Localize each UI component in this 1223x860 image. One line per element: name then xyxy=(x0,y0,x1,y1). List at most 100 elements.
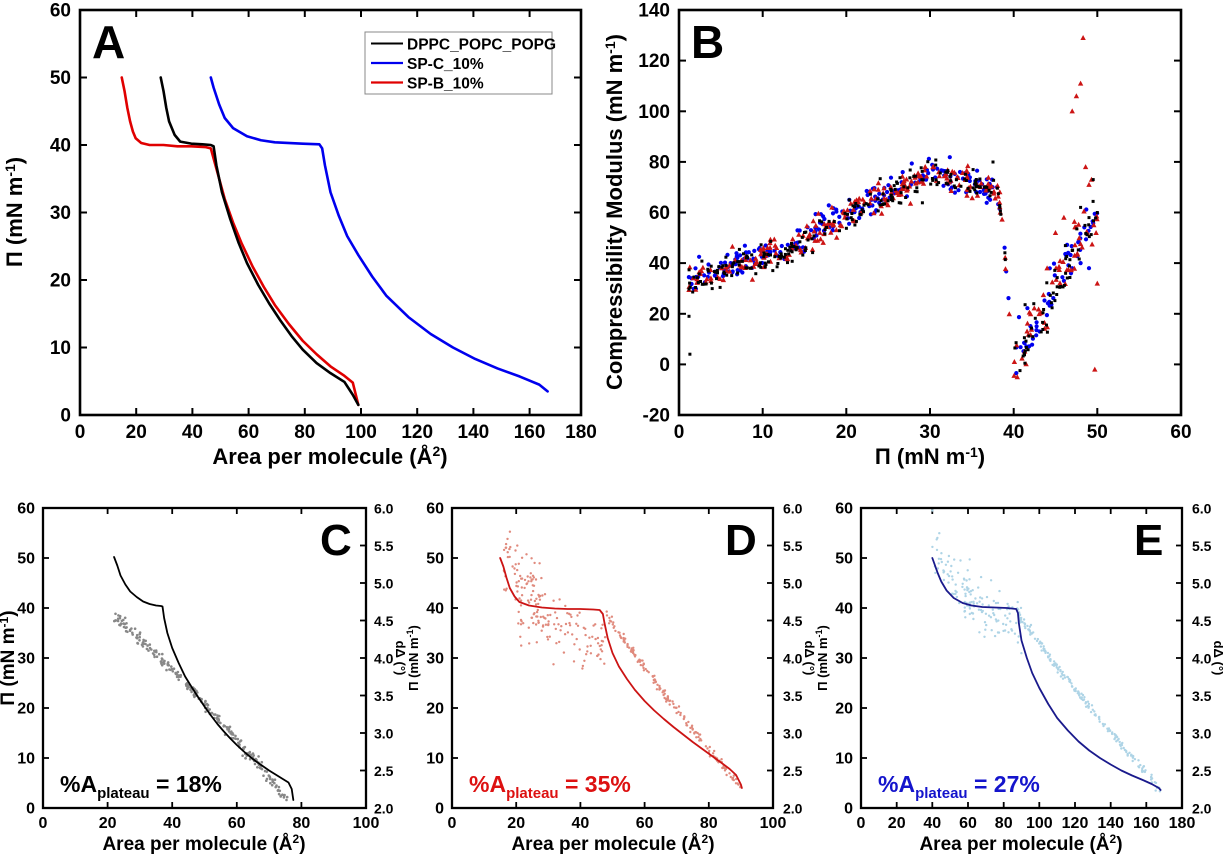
svg-text:20: 20 xyxy=(649,304,670,325)
svg-text:0: 0 xyxy=(39,815,48,832)
svg-text:60: 60 xyxy=(649,203,670,224)
svg-text:20: 20 xyxy=(126,422,147,443)
svg-text:120: 120 xyxy=(401,422,433,443)
svg-text:Area per molecule (Å2): Area per molecule (Å2) xyxy=(511,832,714,855)
svg-text:0: 0 xyxy=(857,815,866,832)
svg-text:100: 100 xyxy=(345,422,377,443)
svg-text:C: C xyxy=(320,516,352,565)
svg-text:20: 20 xyxy=(17,701,35,718)
svg-text:0: 0 xyxy=(60,406,71,427)
svg-text:20: 20 xyxy=(836,422,857,443)
svg-text:160: 160 xyxy=(514,422,546,443)
svg-text:40: 40 xyxy=(923,815,941,832)
svg-text:80: 80 xyxy=(700,815,718,832)
svg-text:50: 50 xyxy=(426,551,444,568)
svg-text:20: 20 xyxy=(50,271,71,292)
svg-text:40: 40 xyxy=(426,601,444,618)
svg-text:Π (mN m-1): Π (mN m-1) xyxy=(814,625,830,691)
svg-text:2.0: 2.0 xyxy=(1192,801,1212,817)
svg-text:Π (mN m-1): Π (mN m-1) xyxy=(0,610,19,705)
svg-text:40: 40 xyxy=(835,601,853,618)
svg-text:Π (mN m-1): Π (mN m-1) xyxy=(875,444,985,469)
svg-text:20: 20 xyxy=(888,815,906,832)
svg-text:5.5: 5.5 xyxy=(374,538,394,554)
svg-text:30: 30 xyxy=(17,651,35,668)
svg-text:Π (mN m-1): Π (mN m-1) xyxy=(405,625,421,691)
svg-text:2.5: 2.5 xyxy=(783,763,803,779)
svg-text:60: 60 xyxy=(50,1,71,22)
svg-text:10: 10 xyxy=(835,751,853,768)
svg-text:60: 60 xyxy=(238,422,259,443)
svg-text:80: 80 xyxy=(294,422,315,443)
svg-text:50: 50 xyxy=(1087,422,1108,443)
svg-text:40: 40 xyxy=(163,815,181,832)
svg-text:60: 60 xyxy=(1170,422,1191,443)
svg-text:180: 180 xyxy=(1169,815,1196,832)
svg-text:3.5: 3.5 xyxy=(374,688,394,704)
svg-text:20: 20 xyxy=(99,815,117,832)
svg-text:0: 0 xyxy=(844,801,853,818)
svg-text:DPPC_POPC_POPG: DPPC_POPC_POPG xyxy=(407,37,556,54)
svg-text:10: 10 xyxy=(50,338,71,359)
svg-text:3.5: 3.5 xyxy=(1192,688,1212,704)
svg-text:0: 0 xyxy=(26,801,35,818)
svg-text:0: 0 xyxy=(435,801,444,818)
svg-text:40: 40 xyxy=(182,422,203,443)
svg-text:30: 30 xyxy=(50,203,71,224)
svg-text:6.0: 6.0 xyxy=(374,501,394,517)
svg-text:6.0: 6.0 xyxy=(783,501,803,517)
svg-text:60: 60 xyxy=(636,815,654,832)
svg-text:2.5: 2.5 xyxy=(1192,763,1212,779)
svg-text:10: 10 xyxy=(17,751,35,768)
svg-text:3.5: 3.5 xyxy=(783,688,803,704)
svg-text:5.0: 5.0 xyxy=(1192,576,1212,592)
svg-text:30: 30 xyxy=(919,422,940,443)
svg-text:100: 100 xyxy=(638,102,670,123)
svg-text:60: 60 xyxy=(835,501,853,518)
svg-text:4.0: 4.0 xyxy=(374,651,394,667)
svg-text:100: 100 xyxy=(760,815,787,832)
svg-text:%Aplateau = 18%: %Aplateau = 18% xyxy=(60,771,222,802)
svg-text:4.0: 4.0 xyxy=(1192,651,1212,667)
svg-text:140: 140 xyxy=(1097,815,1124,832)
svg-text:A: A xyxy=(92,16,125,68)
svg-text:5.0: 5.0 xyxy=(783,576,803,592)
svg-text:Π (mN m-1): Π (mN m-1) xyxy=(2,157,27,267)
svg-text:5.0: 5.0 xyxy=(374,576,394,592)
svg-text:0: 0 xyxy=(659,355,670,376)
svg-text:100: 100 xyxy=(353,815,380,832)
svg-text:60: 60 xyxy=(426,501,444,518)
svg-text:30: 30 xyxy=(835,651,853,668)
svg-text:20: 20 xyxy=(507,815,525,832)
svg-text:10: 10 xyxy=(752,422,773,443)
svg-text:20: 20 xyxy=(835,701,853,718)
svg-text:140: 140 xyxy=(638,1,670,22)
svg-text:SP-B_10%: SP-B_10% xyxy=(407,76,484,93)
svg-text:120: 120 xyxy=(638,51,670,72)
svg-text:2.0: 2.0 xyxy=(374,801,394,817)
svg-text:50: 50 xyxy=(835,551,853,568)
svg-text:D: D xyxy=(725,516,757,565)
svg-text:120: 120 xyxy=(1062,815,1089,832)
svg-text:6.0: 6.0 xyxy=(1192,501,1212,517)
svg-text:50: 50 xyxy=(50,68,71,89)
svg-text:60: 60 xyxy=(17,501,35,518)
svg-text:50: 50 xyxy=(17,551,35,568)
svg-text:40: 40 xyxy=(649,254,670,275)
svg-text:2.0: 2.0 xyxy=(783,801,803,817)
svg-text:E: E xyxy=(1134,516,1163,565)
svg-text:B: B xyxy=(691,16,724,68)
svg-text:100: 100 xyxy=(1026,815,1053,832)
svg-text:180: 180 xyxy=(565,422,597,443)
svg-text:3.0: 3.0 xyxy=(1192,726,1212,742)
svg-text:40: 40 xyxy=(17,601,35,618)
svg-text:80: 80 xyxy=(995,815,1013,832)
svg-text:20: 20 xyxy=(426,701,444,718)
svg-text:Area per molecule (Å2): Area per molecule (Å2) xyxy=(919,832,1122,855)
svg-text:5.5: 5.5 xyxy=(1192,538,1212,554)
svg-text:0: 0 xyxy=(75,422,86,443)
svg-text:4.5: 4.5 xyxy=(783,613,803,629)
svg-text:Area per molecule (Å2): Area per molecule (Å2) xyxy=(102,832,305,855)
svg-text:3.0: 3.0 xyxy=(374,726,394,742)
svg-text:160: 160 xyxy=(1133,815,1160,832)
